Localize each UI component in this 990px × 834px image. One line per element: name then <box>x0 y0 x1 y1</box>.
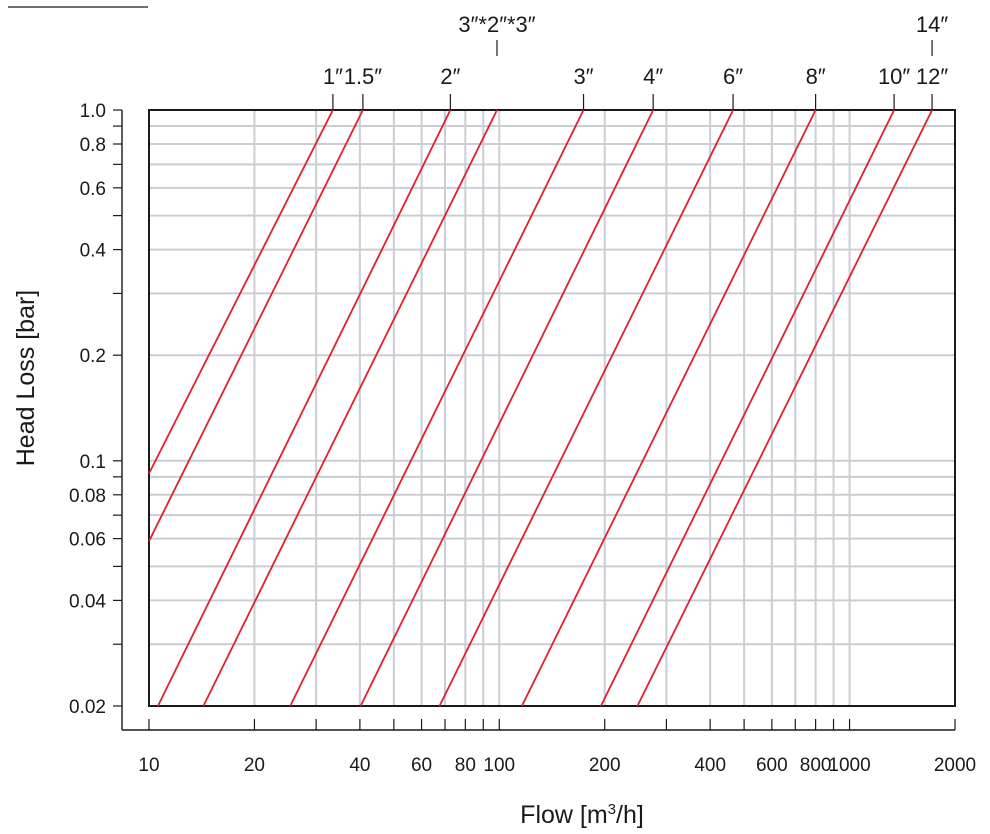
series-label: 2″ <box>440 64 460 89</box>
x-tick-label: 2000 <box>934 755 976 776</box>
series-line <box>157 109 452 707</box>
y-tick-label: 0.04 <box>69 591 106 612</box>
y-tick-label: 0.4 <box>80 241 107 262</box>
series-line <box>438 109 734 707</box>
y-tick-label: 0.02 <box>69 697 106 718</box>
series-label: 4″ <box>643 64 663 89</box>
x-axis-title-sup: 3 <box>608 801 616 818</box>
series-line <box>600 109 895 707</box>
series-label: 1.5″ <box>344 64 383 89</box>
series-label: 10″ <box>878 64 910 89</box>
x-tick-label: 60 <box>411 755 432 776</box>
series-label: 14″ <box>916 12 948 37</box>
series-line <box>289 109 585 707</box>
series-line <box>148 109 364 542</box>
series-label: 1″ <box>323 64 343 89</box>
series-label: 12″ <box>916 64 948 89</box>
x-tick-label: 800 <box>800 755 832 776</box>
series-lines <box>148 109 933 707</box>
y-tick-label: 0.6 <box>80 179 106 200</box>
series-line <box>521 109 817 707</box>
x-tick-label: 80 <box>455 755 476 776</box>
y-tick-label: 1.0 <box>80 101 106 122</box>
x-axis-title-post: /h] <box>616 801 644 829</box>
x-tick-label: 100 <box>483 755 515 776</box>
y-tick-label: 0.1 <box>80 452 106 473</box>
series-line <box>148 109 334 474</box>
x-tick-label: 40 <box>349 755 370 776</box>
series-line <box>202 109 498 707</box>
x-axis-title-pre: Flow [m <box>520 801 608 829</box>
x-tick-label: 20 <box>244 755 265 776</box>
series-label: 8″ <box>806 64 826 89</box>
series-line <box>359 109 655 707</box>
pipe-size-labels: 1″ 1.5″ 2″ 3″*2″*3″ 3″ 4″ 6″ 8″ 10″ 12″ 14″ <box>323 12 948 110</box>
x-tick-label: 600 <box>756 755 788 776</box>
y-tick-label: 0.8 <box>80 135 106 156</box>
y-tick-label: 0.08 <box>69 486 106 507</box>
x-tick-label: 400 <box>694 755 726 776</box>
series-label: 3″*2″*3″ <box>458 12 535 37</box>
x-tick-label: 1000 <box>828 755 870 776</box>
x-tick-label: 10 <box>138 755 159 776</box>
y-tick-label: 0.06 <box>69 530 106 551</box>
series-line <box>636 109 933 707</box>
x-tick-label: 200 <box>589 755 621 776</box>
series-label: 3″ <box>574 64 594 89</box>
y-axis: 0.02 0.04 0.06 0.08 0.1 0.2 0.4 0.6 0.8 1.0 <box>69 101 123 730</box>
y-axis-title: Head Loss [bar] <box>12 290 40 467</box>
plot-frame <box>148 109 956 707</box>
y-tick-label: 0.2 <box>80 346 106 367</box>
series-label: 6″ <box>723 64 743 89</box>
grid <box>149 110 955 706</box>
x-axis-title: Flow [m3/h] <box>520 801 644 829</box>
